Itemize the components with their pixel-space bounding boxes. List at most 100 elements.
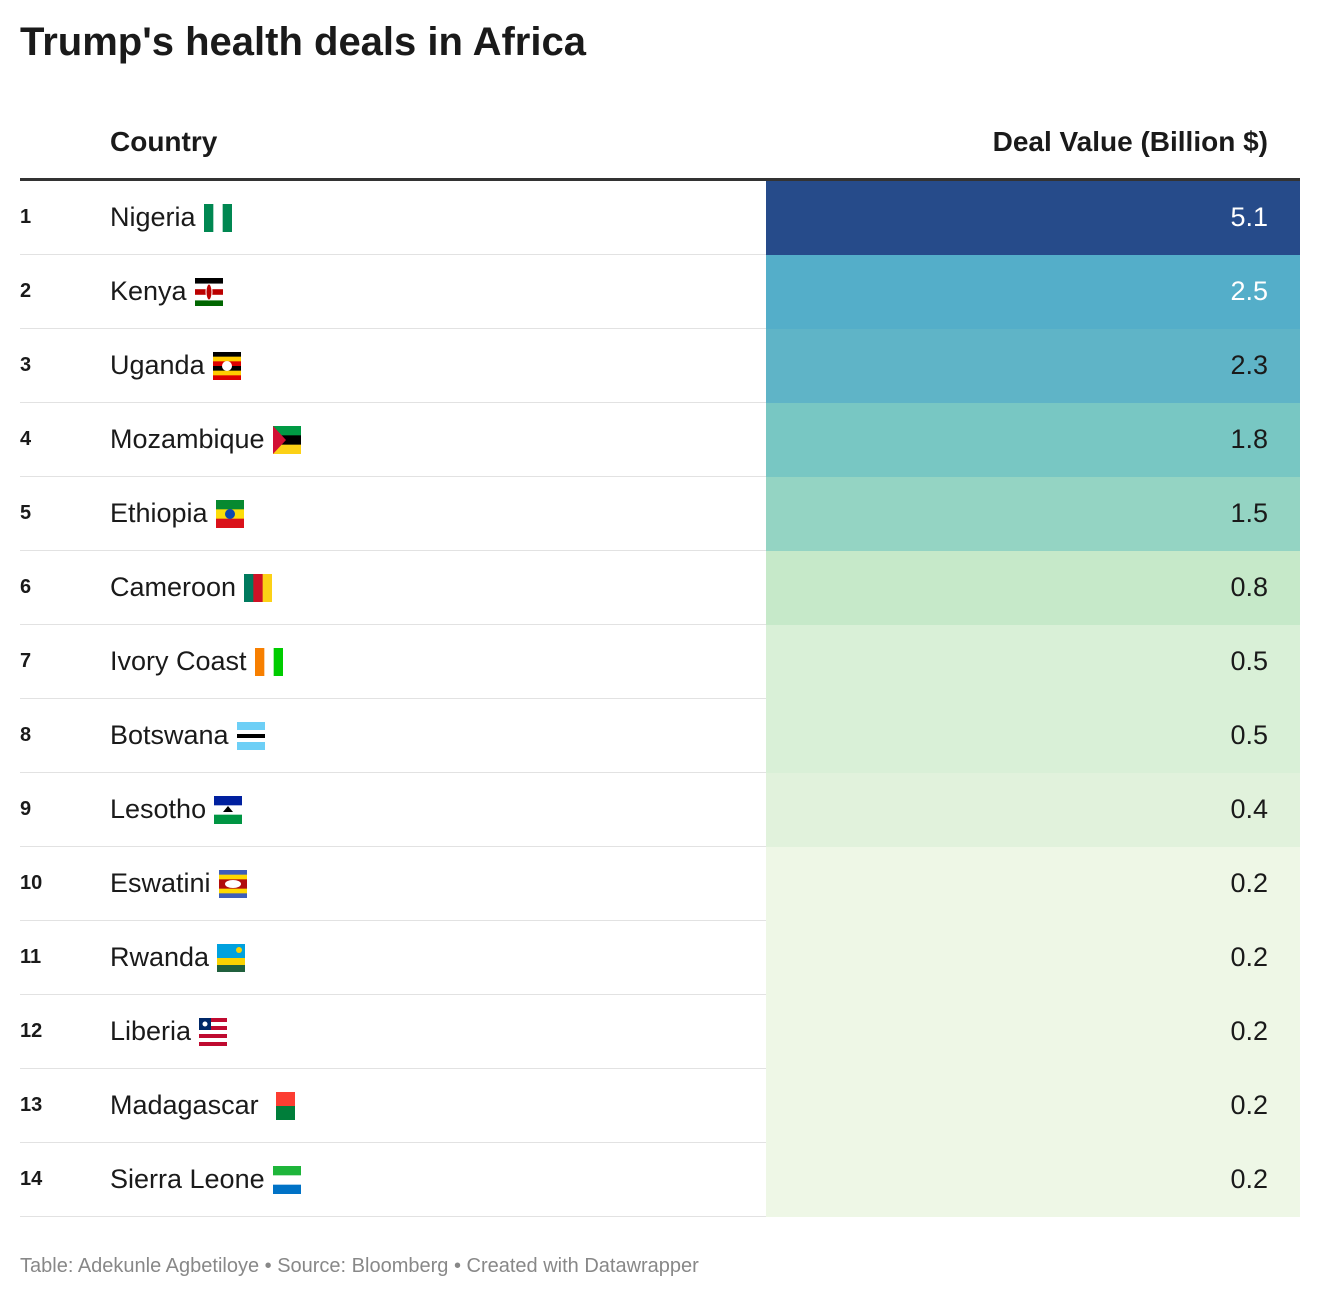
rank: 9 [20, 798, 32, 820]
country: Mozambique [110, 424, 265, 454]
rank: 11 [20, 946, 42, 968]
country-cell: Lesotho [110, 773, 243, 846]
value-cell: 0.5 [766, 625, 1300, 699]
flag [266, 1091, 295, 1120]
rank: 8 [20, 724, 32, 746]
table-row: 13 Madagascar 0.2 [20, 1069, 1300, 1143]
value: 2.5 [1230, 276, 1268, 306]
value-cell: 0.2 [766, 995, 1300, 1069]
value: 0.2 [1230, 942, 1268, 972]
rank: 10 [20, 872, 43, 894]
flag [244, 573, 273, 602]
rank: 4 [20, 428, 32, 450]
value: 1.8 [1230, 424, 1268, 454]
table-row: 1 Nigeria 5.1 [20, 181, 1300, 255]
column-header: Deal Value (Billion $) [992, 126, 1268, 157]
flag [217, 943, 246, 972]
value-cell: 0.2 [766, 847, 1300, 921]
table-row: 9 Lesotho 0.4 [20, 773, 1300, 847]
flag [218, 869, 247, 898]
country-cell: Uganda [110, 329, 241, 402]
country-cell: Cameroon [110, 551, 273, 624]
value-cell: 0.2 [766, 921, 1300, 995]
table-row: 6 Cameroon 0.8 [20, 551, 1300, 625]
country: Lesotho [110, 794, 207, 824]
value: 5.1 [1230, 202, 1268, 232]
country-cell: Ethiopia [110, 477, 244, 550]
flag [254, 647, 283, 676]
rank: 5 [20, 502, 32, 524]
rank: 14 [20, 1168, 43, 1190]
table-row: 14 Sierra Leone 0.2 [20, 1143, 1300, 1217]
value: 0.8 [1230, 572, 1268, 602]
value-cell: 5.1 [766, 181, 1300, 255]
table-row: 8 Botswana 0.5 [20, 699, 1300, 773]
country: Sierra Leone [110, 1164, 265, 1194]
footer: Table: Adekunle Agbetiloye • Source: Blo… [20, 1255, 699, 1277]
country: Rwanda [110, 942, 210, 972]
table-row: 10 Eswatini 0.2 [20, 847, 1300, 921]
country: Cameroon [110, 572, 237, 602]
value: 2.3 [1230, 350, 1268, 380]
value-cell: 0.8 [766, 551, 1300, 625]
value-cell: 0.4 [766, 773, 1300, 847]
value-cell: 1.5 [766, 477, 1300, 551]
table-row: 12 Liberia 0.2 [20, 995, 1300, 1069]
value: 0.2 [1230, 868, 1268, 898]
value: 0.5 [1230, 646, 1268, 676]
table-row: 11 Rwanda 0.2 [20, 921, 1300, 995]
country: Eswatini [110, 868, 211, 898]
country-cell: Nigeria [110, 181, 232, 254]
value: 0.2 [1230, 1016, 1268, 1046]
value: 0.2 [1230, 1164, 1268, 1194]
table-row: 5 Ethiopia 1.5 [20, 477, 1300, 551]
country-cell: Ivory Coast [110, 625, 283, 698]
flag [199, 1017, 228, 1046]
rank: 12 [20, 1020, 43, 1042]
rank: 3 [20, 354, 32, 376]
country: Uganda [110, 350, 205, 380]
flag [236, 721, 265, 750]
country: Ivory Coast [110, 646, 247, 676]
rank: 7 [20, 650, 32, 672]
value-cell: 0.5 [766, 699, 1300, 773]
value: 1.5 [1230, 498, 1268, 528]
table-row: 7 Ivory Coast 0.5 [20, 625, 1300, 699]
value-cell: 0.2 [766, 1143, 1300, 1217]
country-cell: Sierra Leone [110, 1143, 301, 1216]
flag [194, 277, 223, 306]
country: Liberia [110, 1016, 192, 1046]
country-cell: Botswana [110, 699, 265, 772]
country: Madagascar [110, 1090, 259, 1120]
value: 0.4 [1230, 794, 1268, 824]
country-cell: Madagascar [110, 1069, 295, 1142]
country-cell: Mozambique [110, 403, 301, 476]
flag [215, 499, 244, 528]
value: 0.5 [1230, 720, 1268, 750]
table-row: 2 Kenya 2.5 [20, 255, 1300, 329]
flag [212, 351, 241, 380]
value-cell: 2.5 [766, 255, 1300, 329]
country: Kenya [110, 276, 187, 306]
country: Nigeria [110, 202, 196, 232]
country-cell: Rwanda [110, 921, 246, 994]
flag [203, 203, 232, 232]
value-cell: 0.2 [766, 1069, 1300, 1143]
value-cell: 2.3 [766, 329, 1300, 403]
flag [214, 795, 243, 824]
flag [272, 1165, 301, 1194]
table-body: 1 Nigeria 5.1 2 Kenya 2.5 3 Uganda 2.3 4 Mozambiqu… [20, 181, 1300, 1217]
table-row: 4 Mozambique 1.8 [20, 403, 1300, 477]
country: Ethiopia [110, 498, 208, 528]
country-cell: Kenya [110, 255, 223, 328]
value: 0.2 [1230, 1090, 1268, 1120]
table-row: 3 Uganda 2.3 [20, 329, 1300, 403]
country-cell: Eswatini [110, 847, 247, 920]
column-header: Country [110, 126, 218, 157]
rank: 2 [20, 280, 32, 302]
title: Trump's health deals in Africa [20, 20, 586, 64]
rank: 1 [20, 206, 32, 228]
rank: 6 [20, 576, 32, 598]
country: Botswana [110, 720, 229, 750]
